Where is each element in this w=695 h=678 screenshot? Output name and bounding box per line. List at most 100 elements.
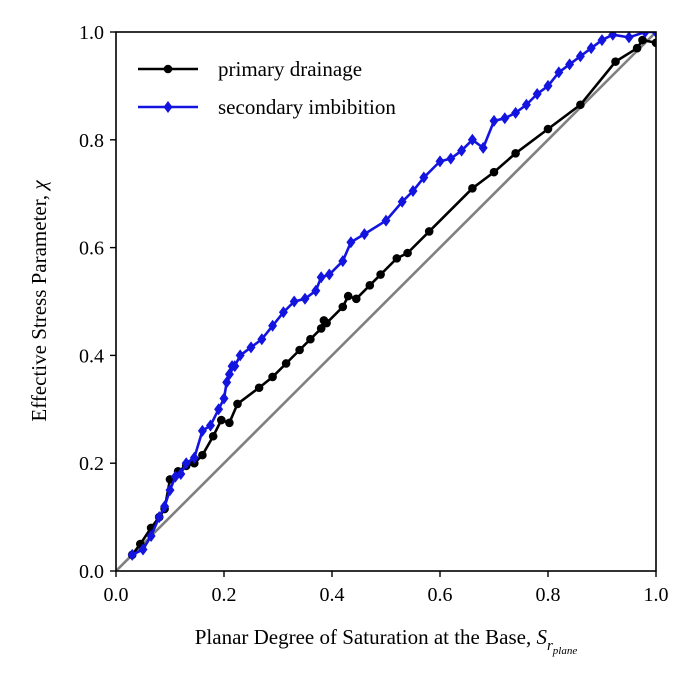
data-point-secondary-imbibition [300, 292, 310, 305]
data-point-primary-drainage [352, 294, 361, 304]
data-point-secondary-imbibition [419, 171, 429, 184]
data-point-secondary-imbibition [197, 424, 207, 437]
data-point-secondary-imbibition [397, 195, 407, 208]
data-point-primary-drainage [268, 372, 277, 382]
data-point-secondary-imbibition [214, 403, 224, 416]
data-point-secondary-imbibition [160, 500, 170, 513]
x-tick-label: 0.8 [536, 584, 561, 606]
data-point-secondary-imbibition [565, 58, 575, 71]
data-point-primary-drainage [468, 184, 477, 193]
data-point-secondary-imbibition [624, 32, 634, 44]
data-point-secondary-imbibition [575, 50, 585, 63]
axes: 0.0 0.2 0.4 0.6 0.8 1.0 0.0 0.2 0.4 0.6 0.8 1.0 [79, 22, 669, 606]
data-point-secondary-imbibition [489, 114, 499, 127]
x-axis-label-sub: r [547, 638, 553, 654]
data-point-secondary-imbibition [268, 319, 278, 332]
data-point-primary-drainage [281, 359, 291, 368]
data-point-primary-drainage [403, 248, 412, 258]
x-tick-label: 0.2 [212, 584, 237, 606]
data-point-primary-drainage [233, 399, 242, 409]
legend-label-secondary-imbibition: secondary imbibition [218, 95, 396, 119]
data-point-secondary-imbibition [467, 133, 477, 146]
data-point-secondary-imbibition [651, 32, 656, 38]
data-point-primary-drainage [543, 124, 553, 134]
legend-marker-primary-drainage [163, 64, 173, 74]
y-tick-label: 0.4 [79, 345, 104, 367]
reference-line [116, 32, 656, 571]
data-point-secondary-imbibition [359, 228, 369, 241]
y-tick-label: 0.6 [79, 238, 104, 260]
data-point-secondary-imbibition [146, 529, 156, 542]
x-tick-label: 0.0 [104, 584, 129, 606]
y-tick-label: 1.0 [79, 22, 104, 44]
data-point-secondary-imbibition [311, 284, 321, 297]
data-point-secondary-imbibition [189, 451, 199, 464]
data-point-secondary-imbibition [457, 144, 467, 157]
data-point-secondary-imbibition [511, 106, 521, 119]
legend-label-primary-drainage: primary drainage [218, 57, 362, 81]
data-point-primary-drainage [198, 450, 207, 460]
data-point-secondary-imbibition [206, 419, 215, 432]
data-point-secondary-imbibition [554, 66, 564, 79]
data-point-secondary-imbibition [176, 467, 186, 480]
x-axis-label-subsub: plane [552, 645, 578, 657]
data-point-secondary-imbibition [246, 341, 256, 354]
data-point-secondary-imbibition [257, 333, 267, 346]
plot-frame [115, 31, 657, 572]
x-axis-label-text: Planar Degree of Saturation at the Base, [195, 625, 537, 649]
data-point-secondary-imbibition [278, 306, 288, 319]
data-point-secondary-imbibition [289, 295, 299, 308]
x-tick-label: 1.0 [644, 584, 669, 606]
data-point-secondary-imbibition [381, 214, 391, 227]
data-point-secondary-imbibition [543, 79, 553, 92]
data-point-primary-drainage [424, 227, 434, 236]
data-point-primary-drainage [376, 270, 385, 279]
data-point-secondary-imbibition [500, 112, 510, 125]
data-point-secondary-imbibition [478, 141, 488, 154]
data-point-secondary-imbibition [408, 185, 418, 198]
y-tick-label: 0.2 [79, 453, 104, 475]
data-point-primary-drainage [254, 383, 264, 393]
data-point-primary-drainage [611, 57, 620, 66]
data-point-primary-drainage [322, 318, 331, 328]
data-point-secondary-imbibition [446, 152, 456, 165]
data-point-primary-drainage [576, 100, 585, 110]
data-point-primary-drainage [295, 345, 304, 355]
data-point-secondary-imbibition [532, 87, 542, 100]
legend-marker-secondary-imbibition [163, 101, 173, 113]
data-point-secondary-imbibition [597, 34, 607, 47]
data-point-primary-drainage [511, 148, 520, 158]
data-point-secondary-imbibition [608, 32, 618, 41]
data-point-secondary-imbibition [235, 349, 245, 362]
x-axis-label: Planar Degree of Saturation at the Base,… [195, 625, 578, 657]
data-point-primary-drainage [217, 415, 226, 425]
data-point-secondary-imbibition [219, 392, 229, 405]
legend: primary drainage secondary imbibition [138, 57, 396, 119]
data-point-primary-drainage [225, 418, 234, 428]
data-point-primary-drainage [208, 431, 218, 441]
data-point-primary-drainage [638, 35, 647, 45]
data-point-primary-drainage [365, 281, 375, 290]
data-point-primary-drainage [306, 334, 315, 344]
data-point-secondary-imbibition [127, 548, 137, 561]
data-point-primary-drainage [316, 324, 326, 333]
data-point-secondary-imbibition [181, 457, 191, 470]
y-tick-label: 0.0 [79, 561, 104, 583]
data-point-secondary-imbibition [138, 543, 148, 556]
data-point-primary-drainage [338, 302, 348, 312]
data-point-primary-drainage [651, 38, 656, 48]
x-tick-label: 0.4 [320, 584, 345, 606]
data-point-secondary-imbibition [521, 98, 531, 111]
data-point-secondary-imbibition [324, 268, 334, 281]
data-point-primary-drainage [392, 254, 402, 263]
plot-area [116, 32, 656, 571]
data-point-secondary-imbibition [338, 255, 348, 268]
y-axis-label-text: Effective Stress Parameter, [27, 190, 51, 422]
data-point-primary-drainage [632, 43, 642, 53]
y-tick-label: 0.8 [79, 130, 104, 152]
data-point-secondary-imbibition [316, 271, 326, 284]
y-axis-label-symbol: χ [27, 180, 51, 192]
data-point-secondary-imbibition [154, 511, 164, 524]
data-point-secondary-imbibition [586, 42, 596, 55]
